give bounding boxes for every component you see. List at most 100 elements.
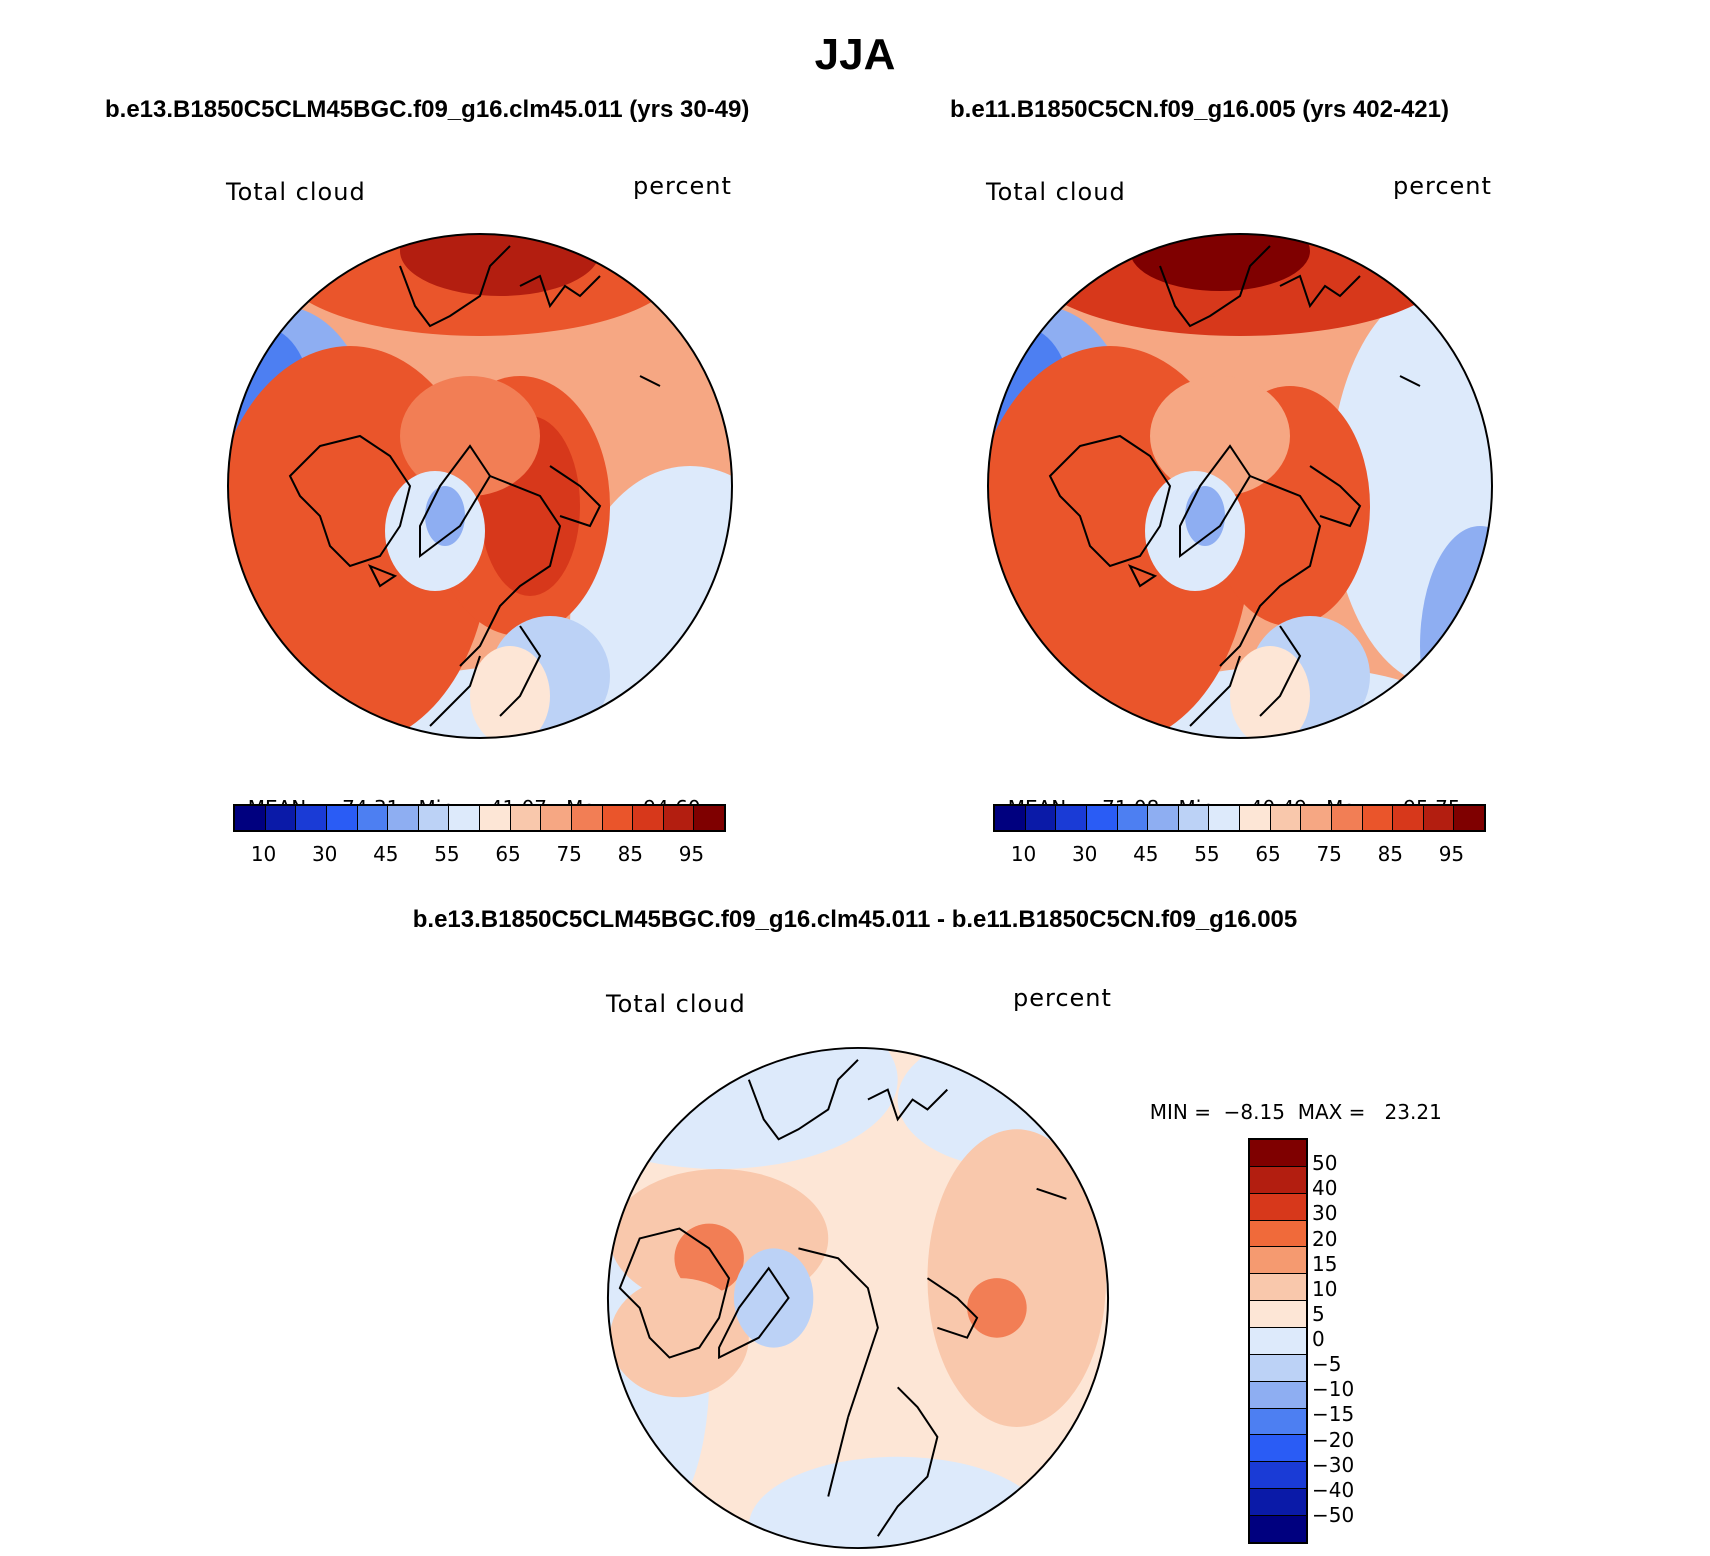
diff-colorbar-swatch xyxy=(1250,1140,1306,1167)
panel2-colorbar-tick-label: 45 xyxy=(1133,842,1159,866)
panel2-colorbar-swatch xyxy=(1301,806,1332,830)
panel1-polar-map xyxy=(227,233,733,739)
panel3-units-label: percent xyxy=(1013,984,1112,1012)
diff-colorbar-swatch xyxy=(1250,1220,1306,1248)
panel2-colorbar-swatch xyxy=(995,806,1026,830)
diff-colorbar-swatch xyxy=(1250,1408,1306,1436)
panel1-colorbar xyxy=(233,804,726,832)
panel2-colorbar-swatch xyxy=(1086,806,1118,830)
panel2-variable-label: Total cloud xyxy=(986,178,1126,206)
panel1-colorbar-tick-label: 65 xyxy=(495,842,521,866)
panel2-colorbar-swatch xyxy=(1270,806,1302,830)
panel1-units-label: percent xyxy=(633,172,732,200)
diff-colorbar-tick-label: −40 xyxy=(1312,1477,1355,1502)
panel2-polar-map xyxy=(987,233,1493,739)
panel3-case-title: b.e13.B1850C5CLM45BGC.f09_g16.clm45.011 … xyxy=(412,906,1298,933)
panel1-variable-label: Total cloud xyxy=(226,178,366,206)
panel1-colorbar-tick-label: 10 xyxy=(250,842,277,866)
diff-colorbar-tick-label: −50 xyxy=(1312,1502,1355,1527)
diff-colorbar-tick-label: −5 xyxy=(1312,1352,1342,1377)
panel1-colorbar-swatch xyxy=(571,806,603,830)
panel1-colorbar-swatch xyxy=(418,806,450,830)
diff-colorbar-swatch xyxy=(1250,1328,1306,1355)
diff-colorbar-tick-label: 20 xyxy=(1312,1226,1338,1251)
panel2-colorbar-tick-label: 30 xyxy=(1071,842,1098,866)
panel2-colorbar-swatch xyxy=(1393,806,1424,830)
diff-colorbar-tick-label: 10 xyxy=(1312,1276,1338,1301)
diff-colorbar-tick-label: 0 xyxy=(1312,1327,1325,1351)
panel2-colorbar-swatch xyxy=(1362,806,1394,830)
panel1-colorbar-tick-label: 55 xyxy=(434,842,460,866)
panel1-colorbar-swatch xyxy=(663,806,695,830)
panel1-colorbar-tick-label: 45 xyxy=(373,842,399,866)
panel2-colorbar-tick-label: 65 xyxy=(1255,842,1281,866)
panel1-case-title: b.e13.B1850C5CLM45BGC.f09_g16.clm45.011 … xyxy=(105,96,750,123)
diff-colorbar-tick-label: 15 xyxy=(1312,1251,1338,1276)
panel2-colorbar-tick-label: 10 xyxy=(1010,842,1037,866)
panel2-case-title: b.e11.B1850C5CN.f09_g16.005 (yrs 402-421… xyxy=(950,96,1449,123)
panel1-colorbar-swatch xyxy=(235,806,266,830)
panel1-colorbar-swatch xyxy=(602,806,634,830)
panel3-min-value: −8.15 xyxy=(1223,1100,1285,1124)
panel1-colorbar-tick-label: 30 xyxy=(311,842,338,866)
panel1-colorbar-swatch xyxy=(541,806,572,830)
panel1-colorbar-swatch xyxy=(480,806,511,830)
panel2-colorbar-swatch xyxy=(1178,806,1210,830)
diff-colorbar-tick-label: −10 xyxy=(1312,1377,1355,1402)
panel2-colorbar-swatch xyxy=(1148,806,1179,830)
panel2-colorbar-tick-label: 95 xyxy=(1438,842,1465,866)
diff-colorbar-swatch xyxy=(1250,1489,1306,1517)
panel1-colorbar-swatch xyxy=(265,806,297,830)
panel3-stats: MIN = −8.15 MAX = 23.21 xyxy=(1137,1076,1442,1124)
diff-colorbar-swatch xyxy=(1250,1247,1306,1275)
panel2-colorbar-swatch xyxy=(1056,806,1087,830)
panel2-colorbar-swatch xyxy=(1240,806,1271,830)
panel1-colorbar-tick-label: 95 xyxy=(678,842,705,866)
panel2-colorbar-tick-label: 85 xyxy=(1377,842,1404,866)
panel1-colorbar-swatch xyxy=(326,806,358,830)
panel3-min-label: MIN = xyxy=(1149,1100,1211,1124)
panel2-colorbar-swatch xyxy=(1209,806,1240,830)
diff-colorbar-swatch xyxy=(1250,1301,1306,1329)
panel2-units-label: percent xyxy=(1393,172,1492,200)
panel1-colorbar-swatch xyxy=(510,806,542,830)
panel1-colorbar-tick-label: 75 xyxy=(556,842,582,866)
panel3-variable-label: Total cloud xyxy=(606,990,746,1018)
panel1-colorbar-swatch xyxy=(296,806,327,830)
panel3-max-label: MAX = xyxy=(1297,1100,1366,1124)
diff-colorbar xyxy=(1248,1138,1308,1544)
panel1-colorbar-swatch xyxy=(357,806,389,830)
panel1-colorbar-tick-label: 85 xyxy=(617,842,644,866)
diff-colorbar-swatch xyxy=(1250,1462,1306,1490)
panel3-max-value: 23.21 xyxy=(1384,1100,1442,1124)
panel1-colorbar-swatch xyxy=(694,806,724,830)
panel2-colorbar-ticks: 10 30 45 55 65 75 85 95 xyxy=(993,842,1482,866)
panel1-colorbar-ticks: 10 30 45 55 65 75 85 95 xyxy=(233,842,722,866)
panel1-colorbar-swatch xyxy=(388,806,419,830)
panel1-colorbar-swatch xyxy=(449,806,480,830)
diff-colorbar-tick-label: −20 xyxy=(1312,1427,1355,1452)
diff-colorbar-tick-label: 5 xyxy=(1312,1301,1325,1326)
panel2-colorbar-tick-label: 55 xyxy=(1194,842,1220,866)
figure-title: JJA xyxy=(814,30,896,79)
diff-colorbar-tick-label: 40 xyxy=(1312,1176,1338,1201)
diff-colorbar-tick-label: −15 xyxy=(1312,1402,1355,1427)
panel1-colorbar-swatch xyxy=(633,806,664,830)
diff-colorbar-swatch xyxy=(1250,1193,1306,1221)
diff-colorbar-swatch xyxy=(1250,1516,1306,1542)
diff-colorbar-swatch xyxy=(1250,1166,1306,1194)
panel2-colorbar-swatch xyxy=(1117,806,1149,830)
panel2-colorbar-swatch xyxy=(1423,806,1455,830)
panel2-colorbar-tick-label: 75 xyxy=(1316,842,1342,866)
diff-colorbar-tick-label: 50 xyxy=(1312,1151,1338,1176)
panel3-polar-map xyxy=(606,1046,1110,1550)
panel2-colorbar-swatch xyxy=(1025,806,1057,830)
panel2-colorbar xyxy=(993,804,1486,832)
panel2-colorbar-swatch xyxy=(1331,806,1363,830)
diff-colorbar-swatch xyxy=(1250,1381,1306,1409)
diff-colorbar-tick-label: −30 xyxy=(1312,1452,1355,1477)
diff-colorbar-swatch xyxy=(1250,1354,1306,1382)
panel2-colorbar-swatch xyxy=(1454,806,1484,830)
diff-colorbar-swatch xyxy=(1250,1435,1306,1463)
diff-colorbar-tick-label: 30 xyxy=(1312,1201,1338,1226)
